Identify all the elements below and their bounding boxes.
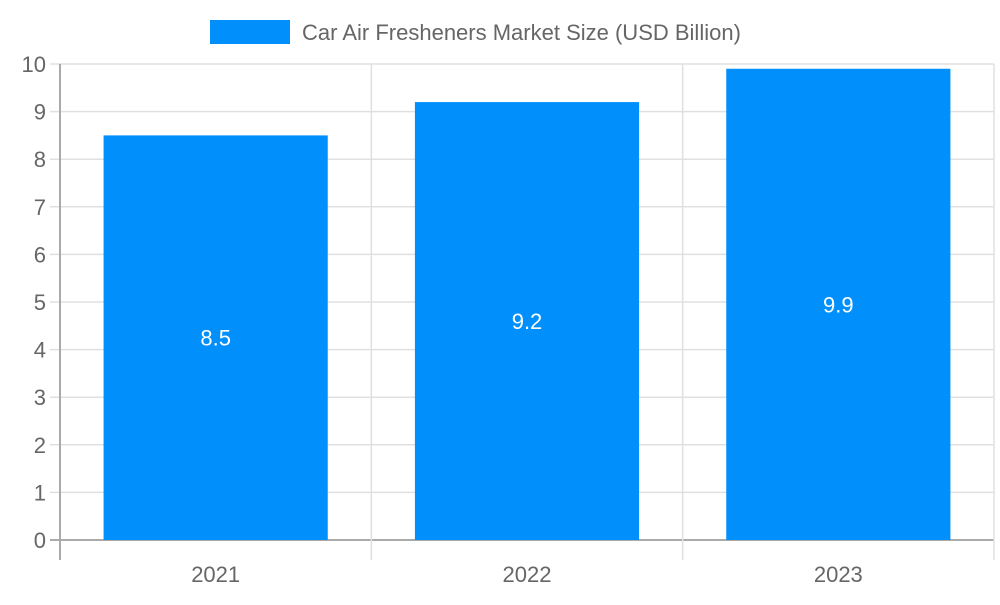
y-tick-label: 5 (34, 290, 46, 315)
y-tick-label: 9 (34, 100, 46, 125)
y-tick-label: 6 (34, 242, 46, 267)
y-tick-label: 3 (34, 385, 46, 410)
bar-2022 (414, 102, 640, 540)
y-tick-label: 1 (34, 480, 46, 505)
y-tick-label: 10 (22, 52, 46, 77)
bar-2021 (103, 135, 328, 540)
y-tick-label: 2 (34, 433, 46, 458)
x-tick-label: 2023 (814, 562, 863, 587)
data-label: 8.5 (200, 326, 231, 351)
y-tick-label: 8 (34, 147, 46, 172)
data-label: 9.2 (512, 309, 543, 334)
legend[interactable]: Car Air Fresheners Market Size (USD Bill… (210, 20, 741, 45)
bar-2023 (726, 68, 951, 540)
x-tick-label: 2022 (503, 562, 552, 587)
y-tick-label: 0 (34, 528, 46, 553)
y-tick-label: 7 (34, 195, 46, 220)
x-tick-label: 2021 (191, 562, 240, 587)
legend-label: Car Air Fresheners Market Size (USD Bill… (302, 20, 741, 45)
y-tick-label: 4 (34, 338, 46, 363)
legend-swatch (210, 20, 290, 44)
data-label: 9.9 (823, 292, 854, 317)
